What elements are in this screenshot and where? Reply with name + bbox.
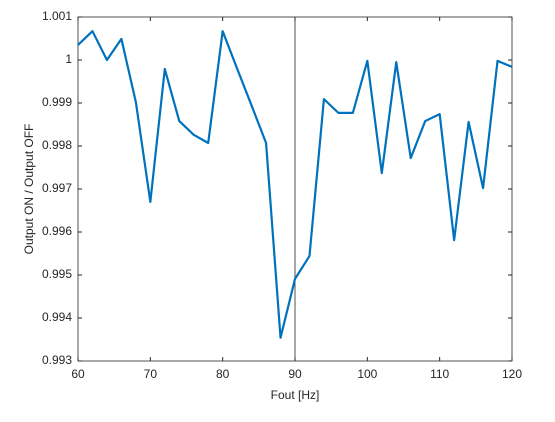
x-tick-label: 70 — [144, 367, 158, 381]
y-tick-label: 0.998 — [42, 138, 72, 152]
x-tick-label: 90 — [288, 367, 302, 381]
y-tick-label: 0.995 — [42, 267, 72, 281]
x-tick-label: 100 — [357, 367, 377, 381]
x-axis-label: Fout [Hz] — [271, 388, 320, 402]
y-tick-label: 0.994 — [42, 310, 72, 324]
y-axis-label: Output ON / Output OFF — [22, 124, 36, 255]
x-tick-label: 60 — [71, 367, 85, 381]
y-tick-label: 1.001 — [42, 9, 72, 23]
x-tick-label: 120 — [502, 367, 522, 381]
y-tick-label: 0.993 — [42, 353, 72, 367]
x-tick-label: 80 — [216, 367, 230, 381]
x-tick-label: 110 — [430, 367, 449, 381]
y-tick-label: 1 — [65, 52, 72, 66]
y-tick-label: 0.999 — [42, 95, 72, 109]
data-line — [77, 30, 513, 339]
y-tick-label: 0.996 — [42, 224, 72, 238]
y-tick-label: 0.997 — [42, 181, 72, 195]
